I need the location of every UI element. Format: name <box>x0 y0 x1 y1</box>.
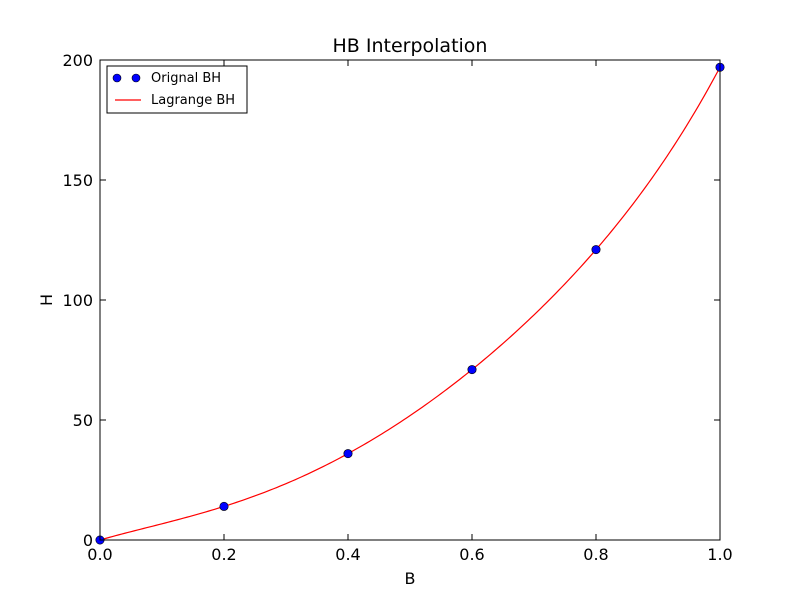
x-tick-label-3: 0.6 <box>459 545 484 564</box>
legend-marker-original-1 <box>112 73 122 83</box>
x-tick-label-2: 0.4 <box>335 545 360 564</box>
data-point-3 <box>467 365 477 375</box>
marker-layer <box>95 62 725 545</box>
data-point-4 <box>591 245 601 255</box>
y-tick-labels: 0 50 100 150 200 <box>62 51 93 550</box>
y-tick-label-0: 0 <box>83 531 93 550</box>
lagrange-line <box>99 66 721 541</box>
y-tick-label-4: 200 <box>62 51 93 70</box>
x-tick-label-0: 0.0 <box>87 545 112 564</box>
plot-area <box>95 59 725 545</box>
legend-label-original: Orignal BH <box>151 71 221 86</box>
lagrange-curve-layer <box>99 66 721 541</box>
legend-marker-original-2 <box>131 73 141 83</box>
plot-background <box>100 60 720 540</box>
x-tick-label-1: 0.2 <box>211 545 236 564</box>
x-axis-label: B <box>405 569 416 588</box>
y-tick-label-3: 150 <box>62 171 93 190</box>
legend-label-lagrange: Lagrange BH <box>151 93 235 108</box>
x-tick-label-4: 0.8 <box>583 545 608 564</box>
data-point-2 <box>343 449 353 459</box>
legend-box <box>106 65 248 114</box>
data-point-1 <box>219 501 229 511</box>
legend: Orignal BH Lagrange BH <box>106 65 248 114</box>
x-tick-labels: 0.0 0.2 0.4 0.6 0.8 1.0 <box>87 545 732 564</box>
x-tick-label-5: 1.0 <box>707 545 732 564</box>
tick-marks <box>99 59 721 541</box>
y-tick-label-2: 100 <box>62 291 93 310</box>
y-tick-label-1: 50 <box>73 411 93 430</box>
y-axis-label: H <box>37 294 56 306</box>
chart-title: HB Interpolation <box>333 35 488 57</box>
